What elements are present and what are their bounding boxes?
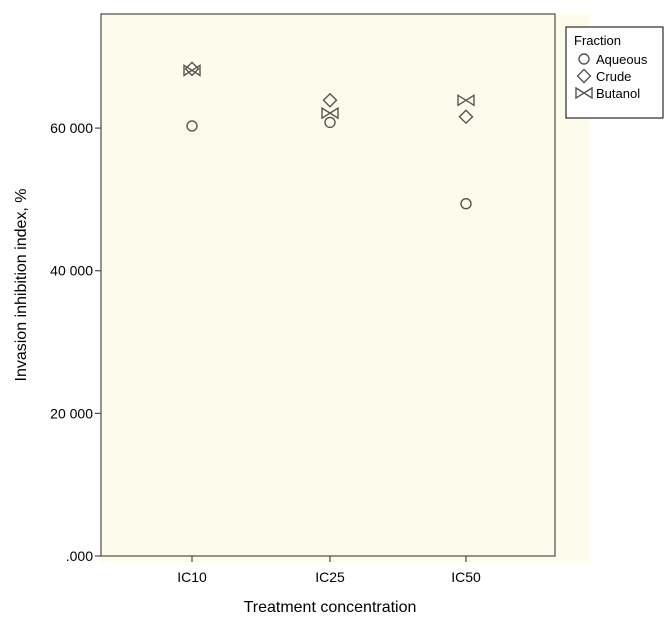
legend-marker-crude [576,68,592,84]
y-tick-label: .000 [66,548,93,564]
legend-box [565,26,664,119]
y-tick-label: 40 000 [50,263,93,279]
x-axis: IC10 IC25 IC50 [177,556,481,585]
legend: Fraction Aqueous Crude Butanol [565,26,664,119]
plot-background [101,14,590,562]
y-tick-label: 60 000 [50,120,93,136]
data-point-crude [322,92,338,108]
data-point-crude [184,61,200,77]
data-point-butanol [457,94,475,107]
legend-label-crude: Crude [596,69,631,84]
x-tick-label: IC50 [451,569,481,585]
x-tick-label: IC10 [177,569,207,585]
y-axis-title: Invasion inhibition index, % [13,188,30,381]
data-point-butanol [321,106,339,120]
x-axis-title: Treatment concentration [244,599,417,616]
data-point-aqueous [186,120,198,132]
legend-label-butanol: Butanol [596,86,640,101]
legend-marker-aqueous [578,53,590,65]
legend-title: Fraction [574,33,621,48]
y-axis: .000 20 000 40 000 60 000 [50,120,101,564]
legend-label-aqueous: Aqueous [596,52,648,67]
x-tick-label: IC25 [315,569,345,585]
data-point-aqueous [460,197,472,210]
data-point-crude [458,109,474,125]
legend-marker-butanol [575,86,593,100]
y-tick-label: 20 000 [50,405,93,421]
data-point-aqueous [324,116,336,129]
plot-frame [100,13,556,557]
data-point-butanol [183,64,201,77]
data-points [183,61,475,210]
